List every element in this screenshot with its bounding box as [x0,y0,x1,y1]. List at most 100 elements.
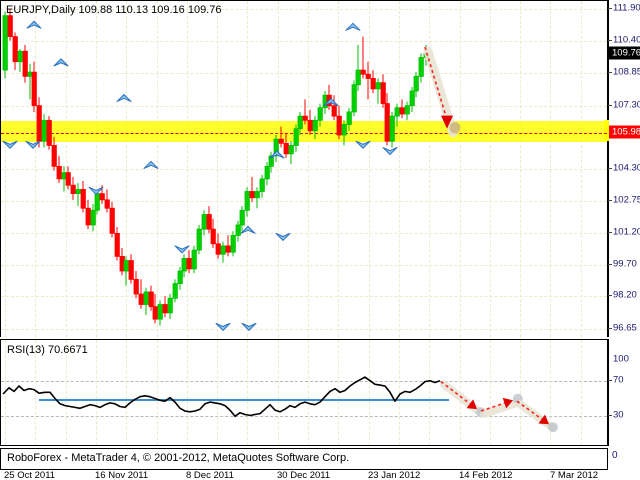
date-axis-label: 23 Jan 2012 [368,470,421,480]
rsi-gridline-vertical [429,340,431,445]
gridline-horizontal [1,233,607,235]
rsi-tick-mark [608,379,612,381]
gridline-horizontal [1,105,607,107]
rsi-tick-label: 30 [613,409,624,421]
rsi-axis-line [608,339,609,446]
candlestick-series [2,9,429,326]
gridline-vertical [35,1,37,337]
rsi-gridline-vertical [35,340,37,445]
rsi-tick-mark [608,415,612,417]
rsi-gridline-vertical [65,340,67,445]
rsi-gridline-vertical [338,340,340,445]
rsi-gridline-vertical [156,340,158,445]
footer-panel: RoboForex - MetaTrader 4, © 2001-2012, M… [0,448,608,470]
price-tick-label: 108.85 [613,66,640,78]
price-tick-mark [608,167,612,169]
rsi-gridline-vertical [217,340,219,445]
gridline-vertical [338,1,340,337]
gridline-vertical [580,1,582,337]
date-axis-label: 8 Dec 2011 [186,470,234,480]
support-level-badge: 105.98 [609,125,640,139]
rsi-gridline-vertical [398,340,400,445]
gridline-vertical [429,1,431,337]
price-tick-label: 107.30 [613,99,640,111]
gridline-horizontal [1,40,607,42]
price-tick-label: 110.40 [613,34,640,46]
price-tick-mark [608,199,612,201]
gridline-vertical [489,1,491,337]
rsi-gridline-vertical [247,340,249,445]
price-tick-mark [608,104,612,106]
rsi-gridline-vertical [489,340,491,445]
gridline-vertical [247,1,249,337]
price-chart-panel[interactable]: EURJPY,Daily 109.88 110.13 109.16 109.76 [0,0,608,337]
rsi-gridline-vertical [186,340,188,445]
price-tick-label: 101.20 [613,226,640,238]
forecast-arrow [423,46,461,138]
price-tick-label: 96.65 [613,322,637,334]
gridline-vertical [277,1,279,337]
price-tick-label: 102.75 [613,194,640,206]
gridline-horizontal [1,328,607,330]
rsi-indicator-panel[interactable]: RSI(13) 70.6671 [0,339,608,446]
price-tick-label: 98.20 [613,289,637,301]
rsi-forecast-arrows [440,380,559,433]
price-plot-area[interactable] [1,1,607,337]
rsi-axis-scale[interactable]: 100 70 30 [608,339,640,446]
gridline-vertical [156,1,158,337]
gridline-horizontal [1,296,607,298]
rsi-gridline-vertical [520,340,522,445]
price-tick-mark [608,327,612,329]
price-tick-mark [608,8,612,10]
gridline-vertical [520,1,522,337]
date-axis-label: 7 Mar 2012 [550,470,599,480]
rsi-gridline-vertical [277,340,279,445]
price-tick-mark [608,232,612,234]
gridline-horizontal [1,9,607,11]
rsi-gridline-vertical [580,340,582,445]
gridline-horizontal [1,264,607,266]
gridline-vertical [126,1,128,337]
gridline-vertical [459,1,461,337]
gridline-vertical [550,1,552,337]
date-axis-label: 30 Dec 2011 [277,470,331,480]
gridline-vertical [5,1,6,337]
fractal-markers [2,20,398,331]
price-tick-mark [608,263,612,265]
rsi-tick-label: 70 [613,374,624,386]
gridline-vertical [398,1,400,337]
date-axis-label: 16 Nov 2011 [95,470,149,480]
price-tick-mark [608,295,612,297]
rsi-gridline-vertical [368,340,370,445]
chart-title: EURJPY,Daily 109.88 110.13 109.16 109.76 [6,4,222,16]
date-axis[interactable]: 25 Oct 2011 16 Nov 2011 8 Dec 2011 30 Dec 2… [0,470,640,480]
rsi-gridline-vertical [550,340,552,445]
rsi-tick-label: 100 [613,353,629,365]
rsi-gridline-vertical [95,340,97,445]
gridline-vertical [65,1,67,337]
broker-copyright-text: RoboForex - MetaTrader 4, © 2001-2012, M… [7,452,350,464]
rsi-gridline-horizontal [1,416,607,418]
gridline-horizontal [1,200,607,202]
price-tick-label: 111.90 [613,2,640,14]
gridline-vertical [308,1,309,337]
price-tick-label: 99.70 [613,258,637,270]
gridline-vertical [368,1,370,337]
gridline-horizontal [1,73,607,75]
gridline-vertical [186,1,188,337]
gridline-vertical [95,1,97,337]
gridline-horizontal [1,168,607,170]
price-axis-scale[interactable]: 111.90 110.40 108.85 107.30 105.98 104.30 102.… [604,0,640,337]
price-axis-line [608,0,609,337]
date-axis-label: 14 Feb 2012 [459,470,513,480]
rsi-gridline-vertical [126,340,128,445]
rsi-gridline-horizontal [1,380,607,382]
rsi-support-line [39,398,449,401]
gridline-vertical [217,1,219,337]
current-price-badge: 109.76 [609,46,640,60]
price-tick-label: 104.30 [613,162,640,173]
price-tick-mark [608,39,612,41]
rsi-plot-area[interactable] [1,340,607,445]
support-level-line [1,133,607,135]
